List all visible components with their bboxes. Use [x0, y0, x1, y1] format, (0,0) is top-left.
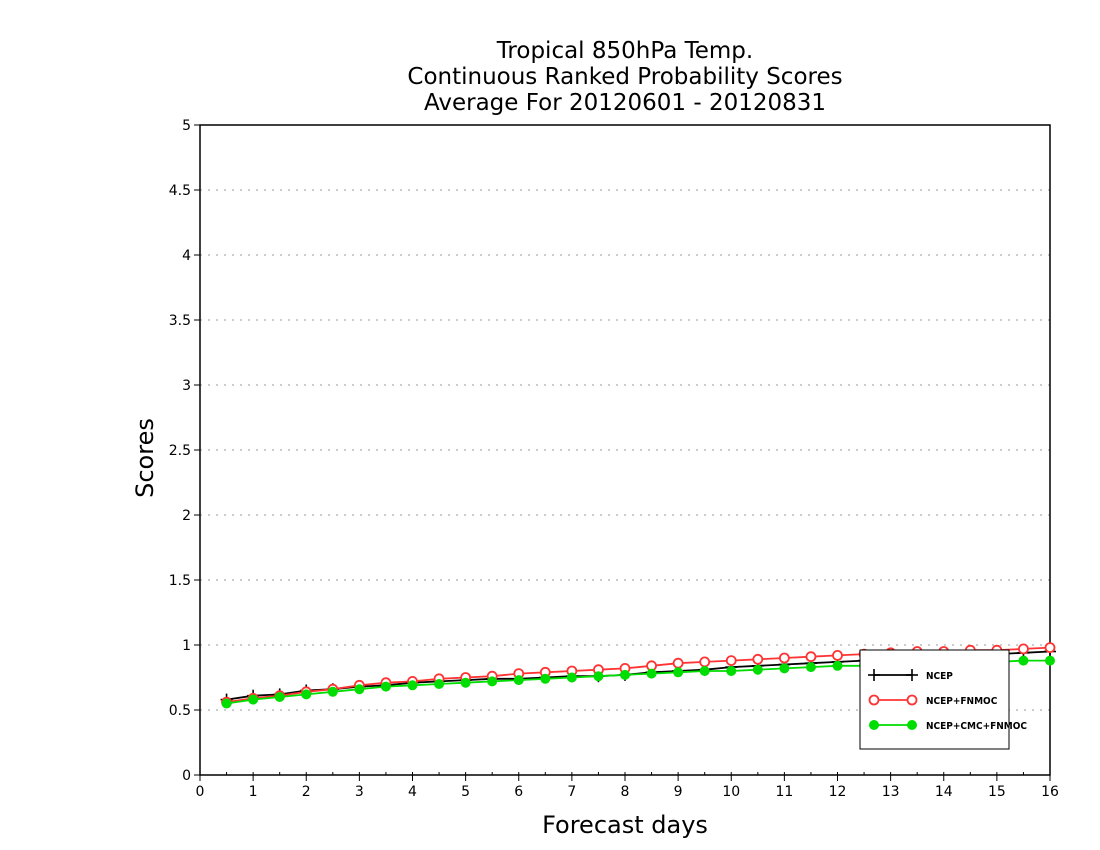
data-point — [805, 651, 817, 663]
x-tick-label: 13 — [882, 784, 900, 800]
x-tick-label: 16 — [1041, 784, 1059, 800]
x-axis-label: Forecast days — [542, 811, 708, 839]
y-tick-label: 2 — [182, 508, 191, 524]
data-point — [699, 666, 710, 676]
y-tick-label: 3 — [182, 378, 191, 394]
data-point — [380, 681, 391, 692]
data-point — [434, 679, 445, 689]
y-tick-label: 3.5 — [169, 313, 191, 329]
x-tick-label: 11 — [775, 784, 793, 800]
data-point — [327, 686, 338, 697]
legend-entry-2: NCEP+CMC+FNMOC — [869, 720, 1027, 732]
data-point — [672, 657, 684, 669]
legend-label: NCEP+CMC+FNMOC — [926, 721, 1027, 732]
data-point — [832, 650, 843, 661]
data-point — [301, 689, 312, 700]
data-point — [487, 676, 498, 687]
x-tick-label: 0 — [196, 784, 205, 800]
data-point — [460, 677, 471, 688]
legend-marker — [906, 694, 918, 706]
data-point — [620, 669, 630, 680]
data-point — [513, 675, 524, 686]
x-tick-label: 2 — [302, 784, 311, 800]
data-point — [726, 666, 737, 676]
grid-lines — [200, 189, 1050, 711]
y-tick-label: 1.5 — [169, 573, 191, 589]
data-point — [1018, 655, 1029, 666]
y-tick-label: 4 — [182, 248, 191, 264]
data-point — [778, 652, 790, 664]
y-tick-label: 5 — [182, 118, 191, 134]
y-tick-label: 1 — [182, 638, 191, 654]
legend-marker — [868, 694, 880, 706]
x-tick-label: 8 — [621, 784, 630, 800]
data-point — [805, 662, 816, 673]
data-point — [1044, 642, 1056, 653]
data-point — [1018, 643, 1029, 655]
y-tick-label: 4.5 — [169, 183, 191, 199]
title-line-2: Continuous Ranked Probability Scores — [407, 64, 842, 90]
data-point — [540, 673, 551, 684]
y-axis-label: Scores — [131, 418, 159, 498]
legend: NCEP NCEP+FNMOC NCEP+CMC+FNMOC — [859, 649, 1027, 750]
title-line-1: Tropical 850hPa Temp. — [496, 38, 753, 64]
y-axis-ticks: 0 0.5 1 1.5 2 2.5 3 3.5 4 4.5 5 — [169, 118, 200, 784]
legend-label: NCEP — [926, 671, 953, 682]
data-point — [779, 663, 790, 674]
y-tick-label: 2.5 — [169, 443, 191, 459]
data-point — [593, 671, 604, 682]
x-tick-label: 9 — [674, 784, 683, 800]
data-point — [248, 694, 259, 705]
data-point — [1045, 655, 1055, 666]
data-point — [752, 664, 763, 675]
x-tick-label: 10 — [722, 784, 740, 800]
data-point — [699, 656, 711, 668]
x-tick-label: 6 — [514, 784, 523, 800]
x-tick-label: 12 — [829, 784, 847, 800]
y-tick-label: 0.5 — [169, 703, 191, 719]
data-point — [673, 667, 684, 678]
data-point — [832, 660, 843, 671]
legend-entry-1: NCEP+FNMOC — [868, 694, 998, 707]
legend-entry-0: NCEP — [868, 669, 953, 682]
x-tick-label: 14 — [935, 784, 953, 800]
data-point — [407, 680, 418, 691]
legend-marker — [868, 669, 880, 681]
x-tick-label: 1 — [249, 784, 258, 800]
x-axis-ticks: 0 1 2 3 4 5 6 7 8 9 10 11 12 13 14 15 16 — [196, 772, 1059, 800]
data-point — [221, 698, 232, 709]
data-point — [566, 672, 577, 683]
legend-label: NCEP+FNMOC — [926, 696, 998, 707]
x-tick-label: 15 — [988, 784, 1006, 800]
data-point — [725, 655, 737, 666]
data-point — [752, 653, 764, 665]
data-point — [274, 692, 285, 702]
y-tick-label: 0 — [182, 768, 191, 784]
chart-title: Tropical 850hPa Temp. Continuous Ranked … — [407, 38, 842, 116]
legend-marker — [907, 720, 917, 730]
data-point — [354, 684, 365, 695]
data-point — [646, 668, 657, 679]
legend-marker — [906, 669, 918, 681]
x-tick-label: 5 — [461, 784, 470, 800]
title-line-3: Average For 20120601 - 20120831 — [424, 90, 826, 116]
x-tick-label: 3 — [355, 784, 364, 800]
x-tick-label: 7 — [567, 784, 576, 800]
legend-marker — [869, 720, 879, 730]
x-tick-label: 4 — [408, 784, 417, 800]
